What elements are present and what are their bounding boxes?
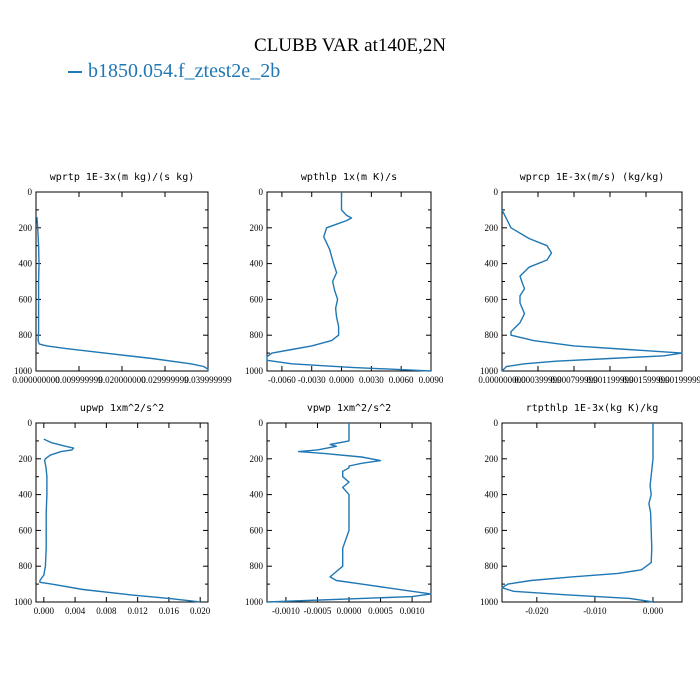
x-tick-label: -0.0030 (298, 375, 326, 385)
x-tick-label: 0.000000000 (12, 375, 60, 385)
y-tick-label: 1000 (480, 366, 499, 376)
x-tick-label: 0.008 (96, 606, 117, 616)
chart-title: wprcp 1E-3x(m/s) (kg/kg) (520, 172, 665, 183)
series-line-1 (39, 438, 201, 603)
y-tick-label: 1000 (14, 366, 33, 376)
y-tick-label: 600 (485, 294, 499, 304)
y-tick-label: 0 (494, 418, 499, 428)
chart-title: vpwp 1xm^2/s^2 (307, 403, 391, 414)
x-tick-label: 0.020000000 (98, 375, 146, 385)
x-tick-label: -0.0005 (304, 606, 332, 616)
y-tick-label: 0 (28, 418, 33, 428)
y-tick-label: 400 (250, 490, 264, 500)
x-tick-label: 0.0005 (368, 606, 393, 616)
x-tick-label: 0.000 (643, 606, 664, 616)
plot-frame (501, 191, 683, 372)
y-tick-label: 0 (259, 187, 264, 197)
y-tick-label: 600 (19, 525, 33, 535)
chart-panel-3: wprcp 1E-3x(m/s) (kg/kg) 0 200 400 600 800 100… (478, 172, 700, 385)
legend: b1850.054.f_ztest2e_2b (68, 60, 280, 83)
x-tick-label: -0.0010 (272, 606, 300, 616)
y-tick-label: 200 (250, 223, 264, 233)
x-tick-label: 0.0030 (359, 375, 384, 385)
y-tick-label: 600 (250, 294, 264, 304)
y-tick-label: 600 (485, 525, 499, 535)
y-tick-label: 400 (19, 490, 33, 500)
x-tick-label: 0.012 (128, 606, 148, 616)
x-tick-label: -0.0060 (268, 375, 296, 385)
y-tick-label: 800 (250, 561, 264, 571)
series-line-1 (501, 209, 683, 372)
y-tick-label: 200 (485, 223, 499, 233)
legend-line-swatch (68, 71, 82, 74)
chart-title: rtpthlp 1E-3x(kg K)/kg (526, 403, 658, 414)
y-tick-label: 1000 (14, 597, 33, 607)
x-tick-label: 0.020 (190, 606, 211, 616)
x-tick-label: 0.0090 (419, 375, 444, 385)
x-tick-label: 0.009999999 (55, 375, 103, 385)
y-tick-label: 800 (19, 330, 33, 340)
x-tick-label: 0.001999998 (658, 375, 700, 385)
chart-title: wpthlp 1x(m K)/s (301, 172, 397, 183)
x-tick-label: 0.004 (65, 606, 86, 616)
x-tick-label: 0.0010 (400, 606, 425, 616)
x-tick-label: -0.010 (583, 606, 607, 616)
y-tick-label: 1000 (480, 597, 499, 607)
x-tick-label: 0.039999999 (184, 375, 232, 385)
y-tick-label: 800 (250, 330, 264, 340)
x-tick-label: 0.001199999 (587, 375, 634, 385)
y-tick-label: 400 (485, 490, 499, 500)
y-tick-label: 1000 (245, 366, 264, 376)
figure-title: CLUBB VAR at140E,2N (254, 35, 446, 56)
y-tick-label: 400 (19, 259, 33, 269)
chart-panel-6: rtpthlp 1E-3x(kg K)/kg 0 200 400 600 800 1000 -… (480, 403, 683, 616)
y-tick-label: 800 (19, 561, 33, 571)
y-tick-label: 400 (250, 259, 264, 269)
chart-title: wprtp 1E-3x(m kg)/(s kg) (50, 172, 195, 183)
legend-label: b1850.054.f_ztest2e_2b (88, 60, 281, 82)
x-tick-label: 0.000 (34, 606, 55, 616)
x-tick-label: -0.020 (525, 606, 549, 616)
chart-panel-1: wprtp 1E-3x(m kg)/(s kg) 0 200 400 600 800 100… (12, 172, 232, 385)
series-line-1 (266, 192, 432, 372)
y-tick-label: 200 (250, 454, 264, 464)
x-tick-label: 0.029999999 (141, 375, 189, 385)
y-tick-label: 600 (19, 294, 33, 304)
y-tick-label: 0 (28, 187, 33, 197)
plot-frame (35, 422, 209, 603)
y-tick-label: 200 (485, 454, 499, 464)
x-tick-label: 0.000399999 (514, 375, 562, 385)
x-tick-label: 0.0000 (329, 375, 354, 385)
y-tick-label: 600 (250, 525, 264, 535)
y-tick-label: 400 (485, 259, 499, 269)
x-tick-label: 0.000000000 (478, 375, 526, 385)
x-tick-label: 0.0000 (337, 606, 362, 616)
y-tick-label: 1000 (245, 597, 264, 607)
y-tick-label: 800 (485, 561, 499, 571)
y-tick-label: 0 (494, 187, 499, 197)
chart-title: upwp 1xm^2/s^2 (80, 403, 164, 414)
chart-panel-2: wpthlp 1x(m K)/s 0 200 400 600 800 1000 -0.0060… (245, 172, 444, 385)
x-tick-label: 0.001599999 (622, 375, 670, 385)
series-line-1 (36, 217, 209, 371)
y-tick-label: 0 (259, 418, 264, 428)
y-tick-label: 200 (19, 454, 33, 464)
y-tick-label: 200 (19, 223, 33, 233)
series-line-1 (501, 423, 654, 603)
y-tick-label: 800 (485, 330, 499, 340)
x-tick-label: 0.016 (159, 606, 180, 616)
x-tick-label: 0.0060 (389, 375, 414, 385)
plot-frame (35, 191, 209, 372)
x-tick-label: 0.000799999 (550, 375, 598, 385)
series-line-1 (266, 423, 432, 603)
chart-panel-5: vpwp 1xm^2/s^2 0 200 400 600 800 1000 -0.0010 -0… (245, 403, 432, 616)
